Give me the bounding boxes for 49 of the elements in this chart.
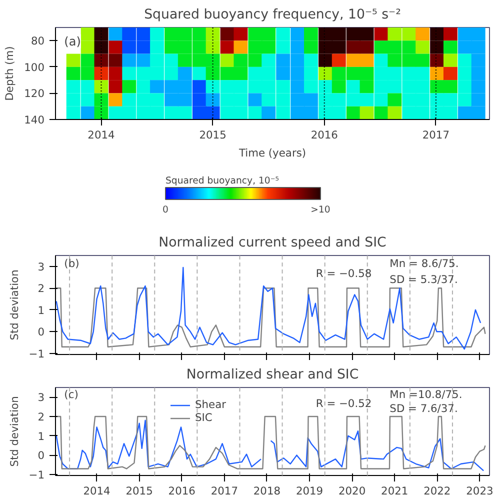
x-axis-title: Time (years) (238, 146, 306, 160)
color-bar-label: 0 (162, 204, 169, 216)
chart-title: Normalized shear and SIC (186, 368, 359, 382)
x-tick-label: 2017 (422, 128, 450, 142)
y-tick-label: 0 (38, 449, 45, 462)
x-tick-label: 2015 (126, 484, 153, 497)
y-axis-title: Std deviation (8, 396, 21, 467)
annotation: (a) (64, 34, 81, 48)
chart-title: Squared buoyancy frequency, 10⁻⁵ s⁻² (144, 8, 401, 22)
x-tick-label: 2015 (199, 128, 226, 142)
y-tick-label: −1 (28, 468, 45, 482)
legend-label: SIC (195, 411, 214, 424)
color-bar-label: >10 (310, 204, 330, 216)
x-tick-label: 2020 (338, 484, 366, 497)
y-tick-label: 1 (38, 430, 44, 443)
x-tick-label: 2014 (83, 484, 111, 497)
annotation: Mn = 8.6/75. (390, 256, 459, 270)
y-tick-label: 3 (38, 391, 44, 404)
y-tick-label: 0 (38, 326, 45, 339)
y-tick-label: 2 (38, 282, 44, 296)
y-tick-label: 3 (38, 260, 44, 274)
y-tick-label: 80 (30, 34, 45, 48)
x-tick-label: 2021 (381, 484, 408, 497)
annotation: R = −0.52 (316, 396, 372, 410)
x-tick-label: 2023 (466, 484, 494, 497)
y-tick-label: 100 (24, 60, 45, 74)
annotation: (b) (64, 256, 80, 270)
x-tick-label: 2019 (296, 484, 324, 497)
y-tick-label: 120 (24, 87, 45, 100)
annotation: Mn =10.8/75. (390, 388, 462, 402)
annotation: R = −0.58 (316, 266, 372, 280)
x-tick-label: 2014 (88, 128, 116, 142)
x-tick-label: 2017 (210, 484, 238, 497)
x-tick-label: 2022 (424, 484, 451, 497)
y-tick-label: −1 (28, 347, 45, 360)
y-tick-label: 140 (24, 114, 45, 126)
annotation: SD = 7.6/37. (390, 402, 458, 416)
x-tick-label: 2016 (310, 128, 338, 142)
legend-label: Shear (195, 398, 226, 411)
y-axis-title: Std deviation (8, 270, 21, 340)
annotation: (c) (64, 388, 78, 402)
y-axis-title: Depth (m) (3, 46, 16, 101)
x-tick-label: 2018 (253, 484, 281, 497)
chart-title: Normalized current speed and SIC (158, 236, 386, 250)
y-tick-label: 1 (38, 304, 44, 317)
annotation: SD = 5.3/37. (390, 272, 458, 286)
x-tick-label: 2016 (168, 484, 196, 497)
y-tick-label: 2 (38, 410, 44, 424)
color-bar-title: Squared buoyancy, 10⁻⁵ (166, 176, 280, 186)
